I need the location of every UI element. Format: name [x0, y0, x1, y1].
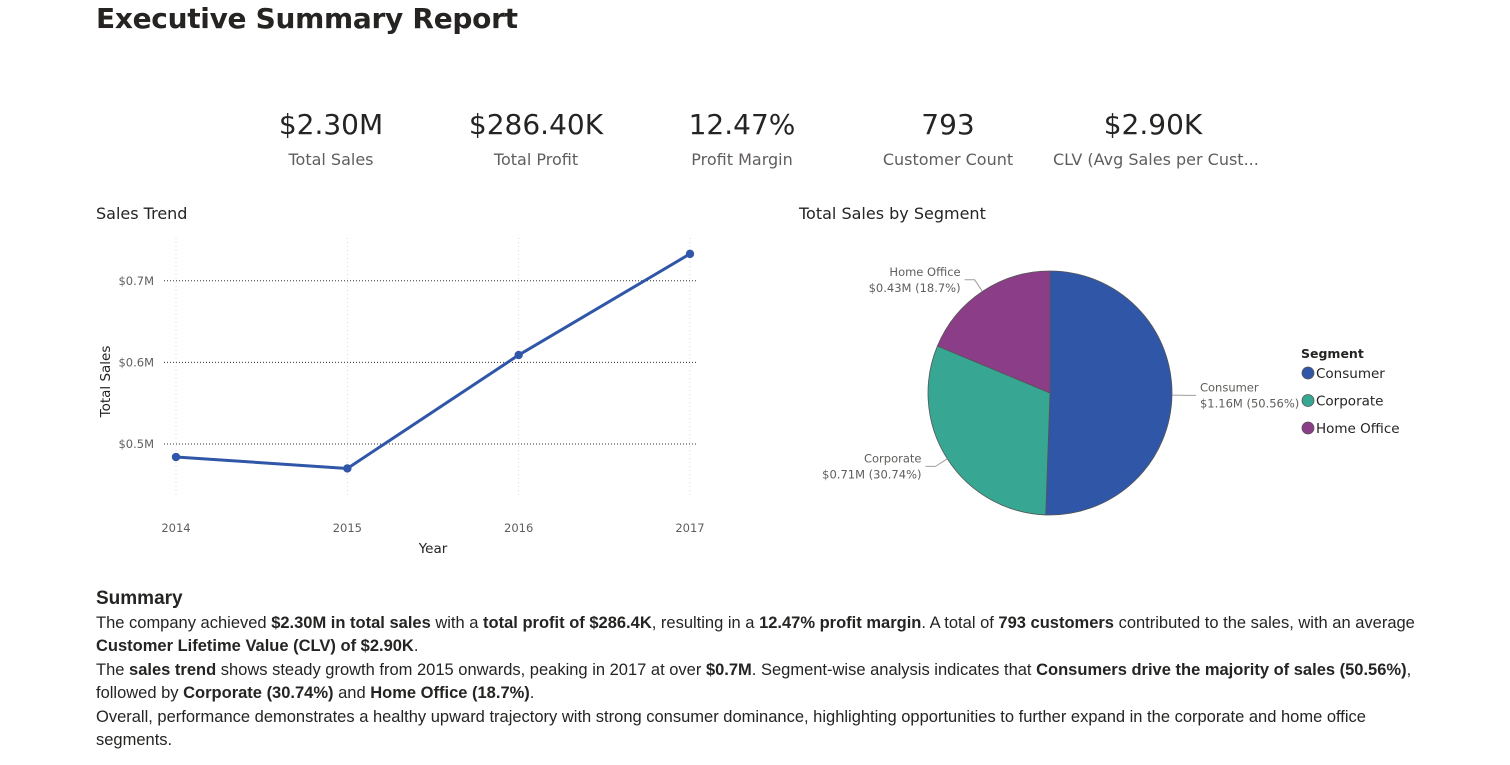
kpi-label: Total Profit — [436, 150, 636, 169]
segment-chart-title: Total Sales by Segment — [799, 204, 986, 223]
legend-title: Segment — [1301, 346, 1364, 361]
x-tick-label: 2014 — [161, 521, 190, 535]
summary-text: The company achieved — [96, 614, 271, 632]
kpi-value: 12.47% — [642, 106, 842, 144]
sales-trend-title: Sales Trend — [96, 204, 187, 223]
kpi-card-profit-margin[interactable]: 12.47% Profit Margin — [642, 106, 842, 169]
kpi-label: Profit Margin — [642, 150, 842, 169]
summary-section: Summary The company achieved $2.30M in t… — [96, 588, 1426, 752]
legend-label[interactable]: Corporate — [1316, 394, 1384, 410]
summary-highlight: sales trend — [129, 661, 216, 679]
summary-paragraph: Overall, performance demonstrates a heal… — [96, 706, 1426, 753]
summary-highlight: 793 customers — [998, 614, 1114, 632]
summary-highlight: Consumers drive the majority of sales (5… — [1036, 661, 1406, 679]
y-tick-label: $0.5M — [118, 437, 154, 451]
summary-text: , resulting in a — [652, 614, 759, 632]
leader-line — [965, 280, 983, 292]
kpi-label: CLV (Avg Sales per Cust... — [1053, 150, 1253, 169]
report-title: Executive Summary Report — [96, 2, 518, 35]
summary-highlight: $0.7M — [706, 661, 752, 679]
summary-text: contributed to the sales, with an averag… — [1114, 614, 1415, 632]
slice-value-label: $0.71M (30.74%) — [822, 467, 921, 481]
summary-highlight: $2.30M in total sales — [271, 614, 431, 632]
y-axis-title: Total Sales — [98, 346, 114, 419]
legend-marker[interactable] — [1302, 422, 1314, 434]
sales-trend-chart[interactable]: $0.5M $0.6M $0.7M 2014 2015 2016 2017 Year Total… — [90, 230, 720, 570]
legend-label[interactable]: Home Office — [1316, 421, 1400, 437]
kpi-label: Total Sales — [231, 150, 431, 169]
summary-paragraph: The company achieved $2.30M in total sal… — [96, 612, 1426, 659]
data-point[interactable] — [343, 464, 351, 472]
summary-highlight: Home Office (18.7%) — [370, 684, 530, 702]
x-axis-title: Year — [418, 541, 448, 557]
summary-text: . A total of — [921, 614, 998, 632]
kpi-label: Customer Count — [848, 150, 1048, 169]
pie-slice-consumer[interactable] — [1046, 271, 1172, 515]
summary-paragraph: The sales trend shows steady growth from… — [96, 659, 1426, 706]
kpi-value: $2.30M — [231, 106, 431, 144]
slice-category-label: Home Office — [889, 265, 960, 279]
summary-text: . — [414, 637, 419, 655]
summary-text: Overall, performance demonstrates a heal… — [96, 708, 1366, 749]
y-tick-label: $0.7M — [118, 274, 154, 288]
slice-value-label: $1.16M (50.56%) — [1200, 396, 1299, 410]
data-point[interactable] — [514, 351, 522, 359]
summary-highlight: Customer Lifetime Value (CLV) of $2.90K — [96, 637, 414, 655]
legend-marker[interactable] — [1302, 367, 1314, 379]
kpi-card-total-profit[interactable]: $286.40K Total Profit — [436, 106, 636, 169]
sales-by-segment-chart[interactable]: Consumer $1.16M (50.56%) Corporate $0.71M (… — [790, 230, 1430, 560]
kpi-value: 793 — [848, 106, 1048, 144]
kpi-value: $286.40K — [436, 106, 636, 144]
sales-trend-line — [176, 254, 690, 469]
data-point[interactable] — [686, 250, 694, 258]
x-tick-label: 2017 — [675, 521, 704, 535]
summary-highlight: Corporate (30.74%) — [183, 684, 333, 702]
summary-highlight: 12.47% profit margin — [759, 614, 921, 632]
leader-line — [925, 459, 947, 467]
summary-text: The — [96, 661, 129, 679]
summary-highlight: total profit of $286.4K — [483, 614, 652, 632]
summary-text: shows steady growth from 2015 onwards, p… — [216, 661, 706, 679]
x-tick-label: 2016 — [504, 521, 533, 535]
slice-value-label: $0.43M (18.7%) — [869, 281, 961, 295]
summary-heading: Summary — [96, 588, 1426, 610]
x-tick-label: 2015 — [333, 521, 362, 535]
slice-category-label: Consumer — [1200, 380, 1259, 394]
data-point[interactable] — [172, 453, 180, 461]
kpi-card-customer-count[interactable]: 793 Customer Count — [848, 106, 1048, 169]
slice-category-label: Corporate — [864, 451, 922, 465]
summary-text: . Segment-wise analysis indicates that — [752, 661, 1036, 679]
summary-text: with a — [431, 614, 483, 632]
kpi-value: $2.90K — [1053, 106, 1253, 144]
legend-marker[interactable] — [1302, 395, 1314, 407]
kpi-card-total-sales[interactable]: $2.30M Total Sales — [231, 106, 431, 169]
kpi-card-clv[interactable]: $2.90K CLV (Avg Sales per Cust... — [1053, 106, 1253, 169]
y-tick-label: $0.6M — [118, 355, 154, 369]
summary-text: and — [334, 684, 371, 702]
legend-label[interactable]: Consumer — [1316, 366, 1385, 382]
summary-text: . — [530, 684, 535, 702]
